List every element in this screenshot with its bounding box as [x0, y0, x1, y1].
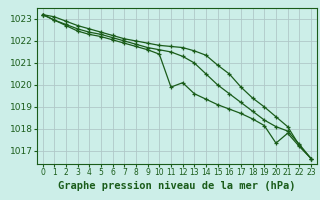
X-axis label: Graphe pression niveau de la mer (hPa): Graphe pression niveau de la mer (hPa): [58, 181, 296, 191]
